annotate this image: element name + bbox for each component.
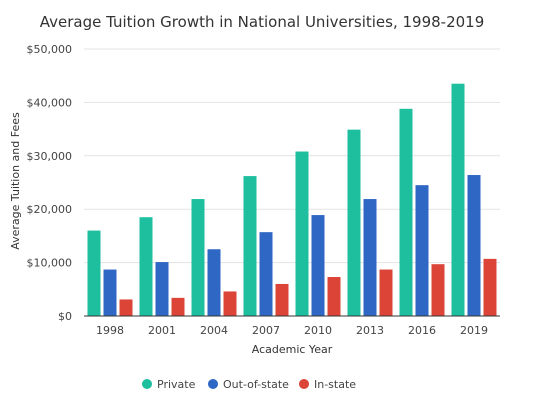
bars xyxy=(87,83,497,317)
bar-private-2004 xyxy=(191,199,205,316)
legend-marker xyxy=(299,379,309,389)
chart-title: Average Tuition Growth in National Unive… xyxy=(40,13,485,31)
bar-private-2016 xyxy=(399,108,413,316)
x-tick-label: 2010 xyxy=(304,324,332,337)
y-axis-ticks: $0 $10,000 $20,000 $30,000 $40,000 $50,000 xyxy=(27,43,73,323)
bar-out-of-state-2013 xyxy=(363,199,377,316)
legend-item: Private xyxy=(142,378,196,391)
bar-private-2001 xyxy=(139,217,153,316)
bar-out-of-state-2016 xyxy=(415,185,429,316)
bar-private-2013 xyxy=(347,129,361,316)
y-tick-label: $10,000 xyxy=(27,257,73,270)
bar-private-2010 xyxy=(295,151,309,316)
legend-marker xyxy=(208,379,218,389)
x-axis-ticks: 1998 2001 2004 2007 2010 2013 2016 2019 xyxy=(96,324,488,337)
x-tick-label: 2016 xyxy=(408,324,436,337)
legend-label: In-state xyxy=(314,378,356,391)
y-axis-label: Average Tuition and Fees xyxy=(9,112,22,250)
bar-out-of-state-1998 xyxy=(103,269,117,316)
legend-item: In-state xyxy=(299,378,356,391)
x-tick-label: 2019 xyxy=(460,324,488,337)
bar-in-state-2019 xyxy=(483,258,497,316)
x-tick-label: 2004 xyxy=(200,324,228,337)
bar-in-state-2007 xyxy=(275,283,289,316)
legend: Private Out-of-state In-state xyxy=(142,378,356,391)
bar-out-of-state-2001 xyxy=(155,262,169,316)
bar-out-of-state-2019 xyxy=(467,175,481,316)
y-tick-label: $30,000 xyxy=(27,150,73,163)
legend-item: Out-of-state xyxy=(208,378,289,391)
y-tick-label: $50,000 xyxy=(27,43,73,56)
x-tick-label: 2013 xyxy=(356,324,384,337)
x-axis-label: Academic Year xyxy=(252,343,333,356)
y-tick-label: $20,000 xyxy=(27,203,73,216)
gridlines xyxy=(84,48,500,264)
y-tick-label: $0 xyxy=(58,310,72,323)
legend-label: Private xyxy=(157,378,196,391)
bar-private-1998 xyxy=(87,230,101,316)
bar-in-state-2010 xyxy=(327,277,341,316)
bar-in-state-1998 xyxy=(119,299,133,316)
x-tick-label: 2001 xyxy=(148,324,176,337)
bar-private-2007 xyxy=(243,176,257,316)
bar-out-of-state-2004 xyxy=(207,249,221,316)
bar-out-of-state-2007 xyxy=(259,232,273,316)
bar-private-2019 xyxy=(451,83,465,317)
legend-label: Out-of-state xyxy=(223,378,289,391)
bar-in-state-2004 xyxy=(223,291,237,316)
y-tick-label: $40,000 xyxy=(27,96,73,109)
bar-in-state-2013 xyxy=(379,269,393,316)
bar-in-state-2001 xyxy=(171,297,185,316)
x-tick-label: 1998 xyxy=(96,324,124,337)
bar-in-state-2016 xyxy=(431,264,445,316)
bar-out-of-state-2010 xyxy=(311,215,325,316)
legend-marker xyxy=(142,379,152,389)
x-tick-label: 2007 xyxy=(252,324,280,337)
